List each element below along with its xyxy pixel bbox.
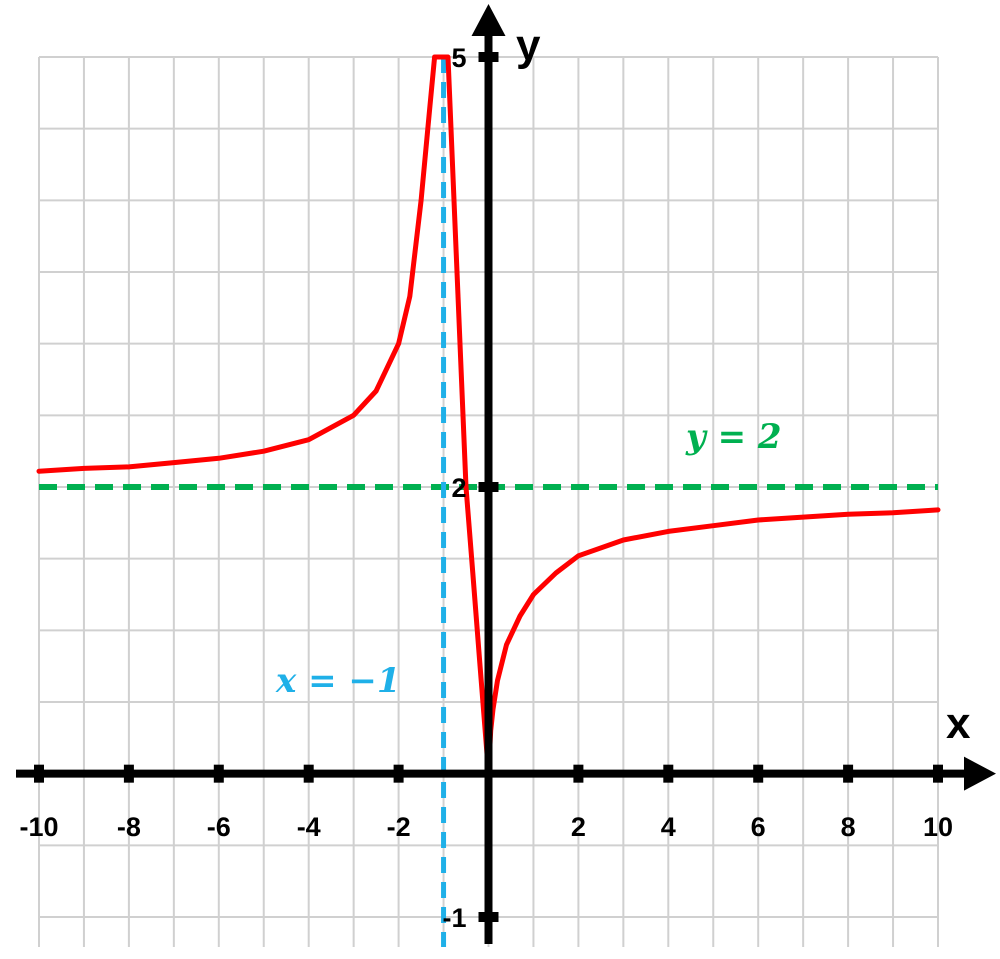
x-tick-mark (573, 764, 584, 783)
curves (36, 54, 941, 777)
x-tick-mark (393, 764, 404, 783)
x-tick-label: -6 (207, 812, 231, 842)
x-tick-label: -8 (117, 812, 141, 842)
vertical-asymptote-label: x = −1 (275, 661, 401, 701)
x-tick-mark (303, 764, 314, 783)
x-tick-mark (663, 764, 674, 783)
y-tick-label: 2 (451, 473, 466, 503)
y-axis-title: y (516, 21, 541, 70)
x-tick-label: -10 (19, 812, 58, 842)
y-tick-label: 5 (451, 43, 466, 73)
ticks: -10 -8 -6 -4 -2 2 4 6 8 10 5 2 -1 (19, 43, 953, 933)
x-axis-title: x (946, 699, 971, 748)
x-tick-label: -2 (387, 812, 411, 842)
y-tick-mark (478, 912, 499, 922)
labels: x y y = 2 x = −1 (275, 21, 971, 748)
x-tick-label: 6 (751, 812, 766, 842)
function-curve (36, 54, 941, 777)
x-tick-label: 2 (571, 812, 586, 842)
x-tick-label: -4 (297, 812, 321, 842)
x-axis-arrow-icon (964, 756, 996, 791)
x-tick-label: 4 (661, 812, 676, 842)
x-tick-mark (213, 764, 224, 783)
horizontal-asymptote-label: y = 2 (685, 417, 782, 457)
x-tick-mark (753, 764, 764, 783)
y-tick-label: -1 (442, 903, 466, 933)
x-tick-mark (843, 764, 854, 783)
x-tick-label: 8 (841, 812, 856, 842)
y-tick-mark (478, 482, 499, 492)
x-tick-mark (34, 764, 44, 783)
y-tick-mark (478, 52, 499, 62)
x-tick-label: 10 (923, 812, 953, 842)
x-tick-mark (933, 764, 943, 783)
y-axis-arrow-icon (471, 4, 506, 36)
x-tick-mark (123, 764, 134, 783)
